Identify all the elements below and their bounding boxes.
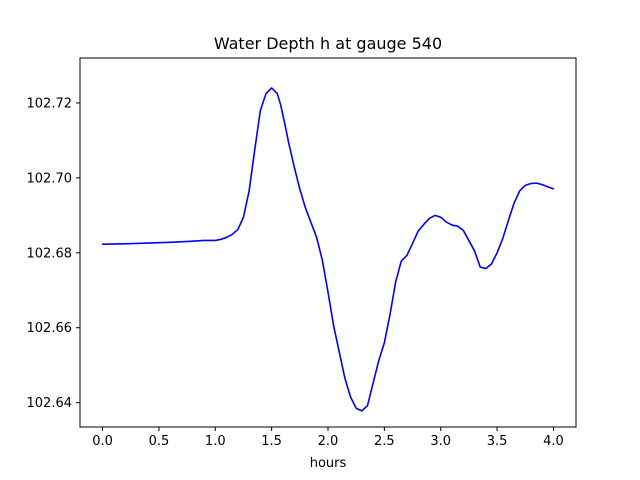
y-tick-label: 102.68	[27, 246, 73, 261]
x-tick-label: 3.5	[487, 434, 508, 449]
x-tick-label: 3.0	[430, 434, 451, 449]
chart-title: Water Depth h at gauge 540	[214, 34, 442, 53]
series-line-0	[101, 87, 555, 412]
plot-frame	[79, 57, 577, 428]
x-tick-label: 0.5	[149, 434, 170, 449]
y-axis-ticks: 102.64 102.66 102.68 102.70 102.72	[27, 96, 80, 411]
x-tick-label: 1.5	[261, 434, 282, 449]
y-tick-label: 102.66	[27, 321, 73, 336]
x-tick-label: 2.0	[318, 434, 339, 449]
x-tick-label: 4.0	[543, 434, 564, 449]
x-tick-label: 0.0	[92, 434, 113, 449]
y-tick-label: 102.64	[27, 396, 73, 411]
plot-area	[101, 87, 555, 412]
x-tick-label: 1.0	[205, 434, 226, 449]
x-axis-label: hours	[310, 456, 347, 471]
x-axis-ticks: 0.0 0.5 1.0 1.5 2.0 2.5 3.0 3.5 4.0	[92, 427, 564, 449]
y-tick-label: 102.70	[27, 171, 73, 186]
x-tick-label: 2.5	[374, 434, 395, 449]
y-tick-label: 102.72	[27, 96, 73, 111]
